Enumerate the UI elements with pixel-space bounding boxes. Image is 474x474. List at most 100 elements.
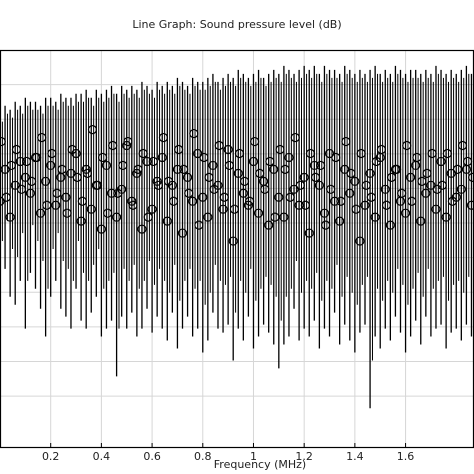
data-point-marker bbox=[224, 160, 234, 171]
data-point-marker bbox=[127, 196, 137, 206]
data-point-marker bbox=[319, 208, 330, 218]
data-point-marker bbox=[310, 172, 321, 182]
data-point-marker bbox=[162, 216, 172, 226]
data-point-marker bbox=[158, 132, 169, 143]
data-point-marker bbox=[229, 204, 239, 214]
data-point-marker bbox=[457, 140, 468, 151]
data-point-marker bbox=[87, 125, 98, 135]
data-point-marker bbox=[365, 168, 375, 178]
data-point-marker bbox=[397, 188, 407, 198]
data-point-marker bbox=[106, 188, 117, 198]
data-point-marker bbox=[422, 168, 432, 178]
data-point-marker bbox=[208, 160, 218, 171]
data-point-marker bbox=[97, 152, 108, 163]
data-point-marker bbox=[290, 132, 300, 143]
data-point-marker bbox=[174, 144, 184, 155]
data-point-marker bbox=[153, 180, 163, 190]
data-point-marker bbox=[46, 160, 56, 171]
data-point-marker bbox=[335, 216, 345, 226]
data-point-marker bbox=[326, 184, 336, 194]
data-point-marker bbox=[177, 228, 188, 238]
data-point-marker bbox=[386, 172, 397, 182]
data-point-marker bbox=[138, 148, 148, 159]
data-point-marker bbox=[142, 156, 152, 167]
data-point-marker bbox=[0, 136, 6, 147]
data-point-marker bbox=[128, 200, 138, 210]
data-point-marker bbox=[96, 224, 106, 234]
data-point-marker bbox=[456, 184, 466, 194]
data-point-marker bbox=[168, 196, 179, 206]
data-point-marker bbox=[329, 196, 340, 206]
data-point-marker bbox=[279, 212, 289, 222]
data-point-marker bbox=[118, 160, 128, 171]
data-point-marker bbox=[392, 164, 402, 174]
x-axis-ticks: 0.2 0.4 0.6 0.8 1 1.2 1.4 1.6 bbox=[42, 443, 414, 463]
data-point-marker bbox=[466, 200, 474, 210]
data-point-marker bbox=[238, 188, 248, 198]
data-point-marker bbox=[72, 172, 82, 182]
data-point-marker bbox=[341, 136, 351, 147]
data-point-marker bbox=[400, 208, 411, 218]
chart-title: Line Graph: Sound pressure level (dB) bbox=[132, 18, 341, 31]
data-point-marker bbox=[137, 224, 147, 234]
data-point-marker bbox=[295, 180, 305, 190]
x-axis-title: Frequency (MHz) bbox=[214, 458, 306, 471]
data-point-marker bbox=[148, 156, 158, 167]
data-point-marker bbox=[132, 168, 142, 178]
data-point-marker bbox=[86, 204, 96, 214]
data-point-marker bbox=[315, 160, 326, 171]
data-point-marker bbox=[188, 196, 198, 206]
data-point-marker bbox=[421, 188, 431, 198]
data-point-marker bbox=[133, 164, 143, 174]
data-point-marker bbox=[260, 184, 270, 194]
data-point-marker bbox=[381, 200, 392, 210]
data-point-marker bbox=[376, 144, 387, 155]
data-point-marker bbox=[214, 140, 224, 151]
data-point-marker bbox=[452, 164, 463, 174]
data-point-marker bbox=[123, 136, 133, 147]
data-point-marker bbox=[57, 164, 67, 174]
data-point-marker bbox=[356, 148, 366, 159]
data-point-marker bbox=[71, 148, 81, 159]
data-point-marker bbox=[62, 208, 72, 218]
data-point-marker bbox=[255, 168, 265, 178]
data-point-marker bbox=[218, 204, 228, 214]
data-point-marker bbox=[314, 180, 324, 190]
data-point-marker bbox=[37, 132, 47, 143]
data-point-marker bbox=[321, 220, 331, 230]
x-tick-label: 1.2 bbox=[295, 450, 313, 463]
data-point-marker bbox=[270, 212, 280, 222]
data-point-marker bbox=[305, 148, 316, 159]
data-point-marker bbox=[111, 212, 122, 222]
data-point-marker bbox=[228, 236, 238, 246]
x-tick-label: 0.6 bbox=[143, 450, 161, 463]
data-point-marker bbox=[385, 220, 395, 230]
data-point-marker bbox=[234, 148, 245, 159]
data-point-marker bbox=[32, 152, 42, 163]
data-point-marker bbox=[16, 184, 27, 194]
data-point-marker bbox=[269, 164, 279, 174]
data-point-marker bbox=[219, 192, 229, 202]
x-tick-label: 1.4 bbox=[346, 450, 364, 463]
data-point-marker bbox=[309, 160, 319, 171]
data-point-marker bbox=[360, 200, 370, 210]
data-point-marker bbox=[42, 200, 52, 210]
data-point-marker bbox=[355, 236, 365, 246]
data-point-marker bbox=[199, 152, 209, 163]
data-point-marker bbox=[442, 148, 452, 159]
data-point-marker bbox=[223, 144, 233, 155]
data-point-marker bbox=[361, 180, 371, 190]
data-point-marker bbox=[336, 196, 346, 206]
data-point-marker bbox=[122, 140, 132, 151]
data-point-marker bbox=[27, 176, 37, 186]
data-point-marker bbox=[167, 180, 177, 190]
data-point-marker bbox=[143, 212, 153, 222]
data-point-marker bbox=[61, 192, 71, 202]
data-point-marker bbox=[350, 176, 360, 186]
data-point-marker bbox=[77, 196, 87, 206]
data-point-marker bbox=[92, 180, 103, 190]
data-point-marker bbox=[285, 192, 295, 202]
data-point-marker bbox=[152, 176, 162, 186]
data-point-marker bbox=[417, 176, 427, 186]
data-point-marker bbox=[179, 164, 189, 174]
